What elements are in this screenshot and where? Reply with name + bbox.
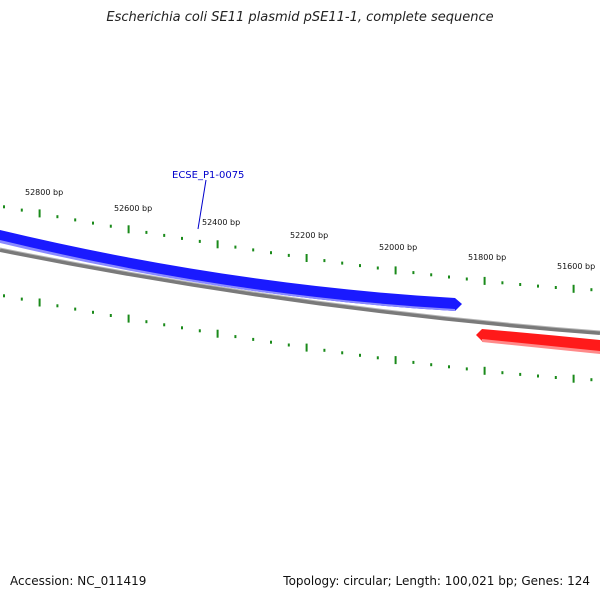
sequence-backbone-highlight: [0, 247, 600, 332]
bp-label-52200: 52200 bp: [290, 231, 328, 240]
inner-ring-tick: [430, 363, 433, 367]
outer-ring-tick: [38, 209, 41, 218]
inner-ring-tick: [198, 329, 201, 333]
gene-label-ecse-p1-0075[interactable]: ECSE_P1-0075: [172, 170, 244, 181]
map-title: Escherichia coli SE11 plasmid pSE11-1, c…: [106, 10, 494, 25]
inner-ring-tick: [483, 366, 486, 375]
inner-ring-tick: [341, 351, 344, 355]
outer-ring-tick: [20, 208, 23, 212]
inner-ring-tick: [127, 314, 130, 323]
outer-ring-tick: [198, 239, 201, 243]
outer-ring-tick: [465, 277, 468, 281]
inner-ring-tick: [572, 374, 575, 383]
inner-ring-tick: [554, 376, 557, 379]
outer-ring-tick: [145, 230, 148, 234]
outer-ring-tick: [394, 266, 397, 275]
sequence-summary: Topology: circular; Length: 100,021 bp; …: [283, 574, 590, 588]
outer-ring-tick: [3, 205, 5, 209]
outer-tick-ring: [3, 205, 593, 293]
outer-ring-tick: [430, 273, 433, 277]
outer-ring-tick: [56, 215, 59, 219]
bp-label-52000: 52000 bp: [379, 243, 417, 252]
gene-ecse-p1-0075[interactable]: [0, 230, 462, 311]
bp-label-51800: 51800 bp: [468, 253, 506, 262]
inner-ring-tick: [20, 297, 23, 301]
inner-ring-tick: [394, 356, 397, 365]
inner-ring-tick: [519, 372, 522, 376]
inner-ring-tick: [305, 343, 308, 352]
inner-ring-tick: [3, 294, 5, 298]
outer-ring-tick: [323, 259, 326, 263]
inner-ring-tick: [465, 367, 468, 371]
inner-ring-tick: [38, 298, 41, 307]
outer-ring-tick: [341, 261, 344, 265]
gene-label-leader: [197, 179, 207, 230]
inner-ring-tick: [448, 365, 450, 369]
outer-ring-tick: [127, 225, 130, 234]
inner-ring-tick: [92, 310, 94, 314]
inner-ring-tick: [74, 307, 77, 311]
outer-ring-tick: [590, 288, 593, 292]
inner-ring-tick: [145, 320, 148, 324]
inner-tick-ring: [3, 294, 593, 383]
gene-reverse-strand[interactable]: [476, 329, 600, 353]
outer-ring-tick: [92, 221, 94, 225]
outer-ring-tick: [537, 284, 539, 288]
outer-ring-tick: [483, 276, 486, 285]
inner-ring-tick: [359, 353, 361, 357]
gene-reverse-strand-shade: [482, 339, 600, 354]
bp-label-52800: 52800 bp: [25, 188, 63, 197]
inner-ring-tick: [376, 356, 379, 360]
outer-ring-tick: [181, 236, 183, 240]
inner-ring-tick: [216, 329, 219, 338]
inner-ring-tick: [501, 371, 504, 375]
outer-ring-tick: [554, 286, 557, 289]
inner-ring-tick: [537, 374, 539, 378]
inner-ring-tick: [181, 326, 183, 330]
bp-label-51600: 51600 bp: [557, 262, 595, 271]
outer-ring-tick: [305, 254, 308, 262]
outer-ring-tick: [412, 271, 415, 275]
inner-ring-tick: [590, 378, 593, 382]
inner-ring-tick: [270, 340, 272, 344]
bp-labels: 52800 bp 52600 bp 52400 bp 52200 bp 5200…: [25, 188, 595, 271]
outer-ring-tick: [270, 251, 272, 255]
inner-ring-tick: [412, 360, 415, 364]
outer-ring-tick: [252, 248, 255, 252]
outer-ring-tick: [216, 240, 219, 249]
outer-ring-tick: [501, 281, 504, 285]
outer-ring-tick: [519, 283, 522, 286]
inner-ring-tick: [163, 323, 166, 327]
outer-ring-tick: [448, 275, 450, 279]
outer-ring-tick: [376, 266, 379, 270]
inner-ring-tick: [109, 314, 112, 317]
inner-ring-tick: [252, 337, 255, 341]
outer-ring-tick: [359, 264, 361, 268]
outer-ring-tick: [163, 233, 166, 237]
outer-ring-tick: [74, 218, 77, 222]
bp-label-52600: 52600 bp: [114, 204, 152, 213]
outer-ring-tick: [109, 224, 112, 228]
accession-text: Accession: NC_011419: [10, 574, 147, 588]
inner-ring-tick: [287, 343, 290, 347]
outer-ring-tick: [234, 245, 237, 249]
inner-ring-tick: [323, 348, 326, 352]
inner-ring-tick: [56, 304, 59, 308]
sequence-backbone: [0, 248, 600, 335]
outer-ring-tick: [287, 253, 290, 257]
outer-ring-tick: [572, 284, 575, 293]
bp-label-52400: 52400 bp: [202, 218, 240, 227]
inner-ring-tick: [234, 335, 237, 339]
